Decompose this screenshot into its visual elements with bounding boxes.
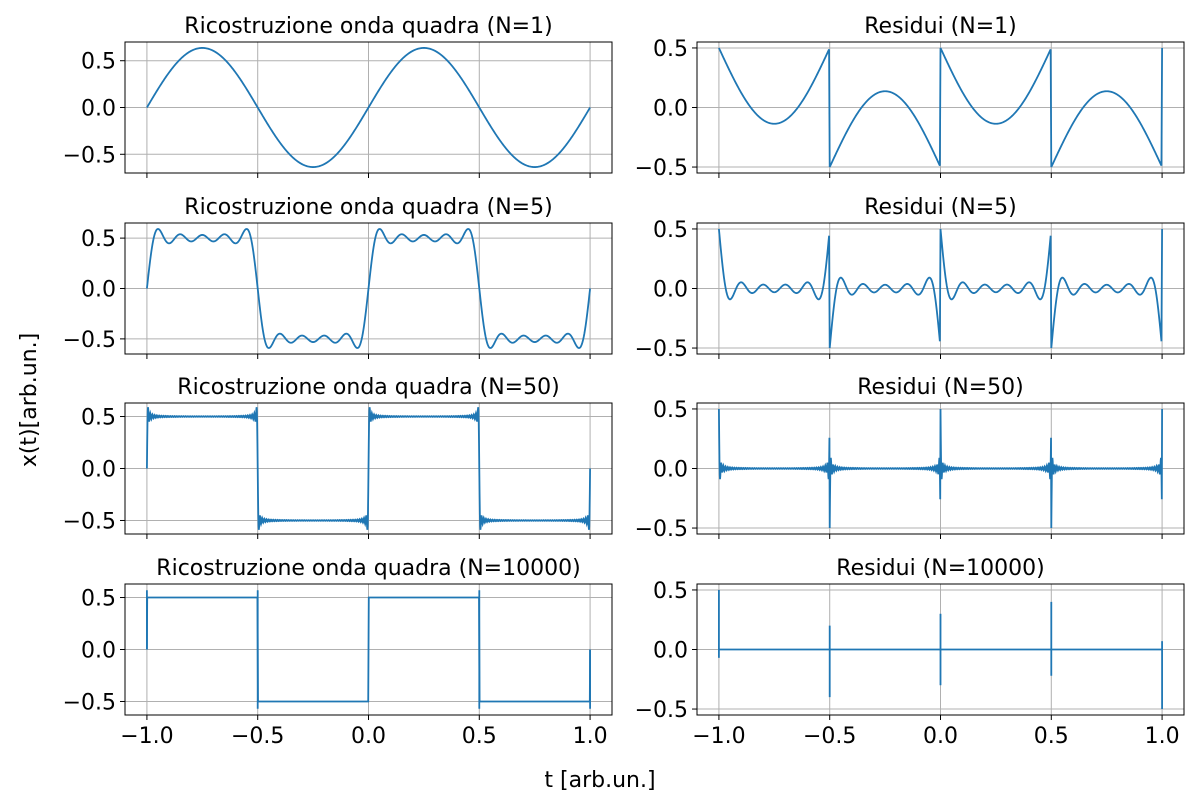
y-tick-label: −0.5 — [635, 698, 688, 723]
subplot-1: 0.5 0.0 −0.5 Ricostruzione onda quadra (N=1… — [63, 14, 613, 178]
y-tick-label: 0.5 — [81, 406, 116, 431]
y-tick-label: −0.5 — [63, 509, 116, 534]
subplot-title: Ricostruzione onda quadra (N=1) — [184, 14, 552, 39]
y-tick-label: 0.0 — [81, 639, 116, 664]
y-tick-label: 0.0 — [653, 458, 688, 483]
x-tick-label: −0.5 — [231, 724, 284, 749]
y-tick-label: 0.5 — [81, 227, 116, 252]
subplot-title: Residui (N=10000) — [836, 556, 1044, 581]
y-tick-label: −0.5 — [635, 337, 688, 362]
subplot-3: 0.5 0.0 −0.5 Ricostruzione onda quadra (N=5… — [63, 195, 613, 359]
x-tick-label: −1.0 — [692, 724, 745, 749]
y-tick-label: 0.5 — [653, 218, 688, 243]
y-tick-label: 0.0 — [81, 278, 116, 303]
subplot-title: Ricostruzione onda quadra (N=10000) — [156, 556, 580, 581]
subplot-5: 0.5 0.0 −0.5 Ricostruzione onda quadra (N=5… — [63, 375, 613, 539]
series-line — [718, 228, 1163, 349]
y-tick-label: 0.5 — [653, 37, 688, 62]
y-tick-label: −0.5 — [635, 156, 688, 181]
y-tick-label: 0.5 — [81, 587, 116, 612]
series-line — [146, 228, 591, 349]
y-tick-label: 0.5 — [653, 579, 688, 604]
subplot-grid: 0.5 0.0 −0.5 Ricostruzione onda quadra (N=1… — [63, 14, 1185, 749]
subplot-title: Ricostruzione onda quadra (N=5) — [184, 195, 552, 220]
series-line — [146, 407, 591, 530]
y-tick-label: 0.0 — [653, 639, 688, 664]
subplot-title: Residui (N=5) — [864, 195, 1016, 220]
y-tick-label: 0.5 — [81, 50, 116, 75]
subplot-6: 0.5 0.0 −0.5 Residui (N=50) — [635, 375, 1185, 542]
x-tick-label: 1.0 — [573, 724, 608, 749]
series-line — [718, 47, 1163, 168]
series-line — [146, 596, 591, 703]
x-tick-label: 1.0 — [1145, 724, 1180, 749]
y-tick-label: −0.5 — [635, 517, 688, 542]
x-tick-label: −0.5 — [803, 724, 856, 749]
series-line — [146, 47, 591, 168]
x-tick-label: 0.0 — [923, 724, 958, 749]
x-tick-label: 0.5 — [462, 724, 497, 749]
figure-x-axis-label: t [arb.un.] — [544, 768, 655, 793]
y-tick-label: 0.0 — [81, 97, 116, 122]
x-tick-label: 0.0 — [351, 724, 386, 749]
subplot-7: 0.50.0−0.5−1.0 −0.5 0.0 0.5 1.0Ricostruzione… — [63, 556, 613, 749]
y-tick-label: −0.5 — [63, 328, 116, 353]
series-line — [718, 408, 1163, 529]
y-tick-label: 0.5 — [653, 398, 688, 423]
subplot-title: Ricostruzione onda quadra (N=50) — [177, 375, 559, 400]
y-tick-label: 0.0 — [653, 97, 688, 122]
y-tick-label: 0.0 — [81, 458, 116, 483]
subplot-2: 0.5 0.0 −0.5 Residui (N=1) — [635, 14, 1185, 181]
subplot-title: Residui (N=1) — [864, 14, 1016, 39]
y-tick-label: −0.5 — [63, 690, 116, 715]
x-tick-label: 0.5 — [1034, 724, 1069, 749]
y-tick-label: 0.0 — [653, 278, 688, 303]
y-tick-label: −0.5 — [63, 143, 116, 168]
x-tick-label: −1.0 — [120, 724, 173, 749]
subplot-title: Residui (N=50) — [857, 375, 1023, 400]
subplot-4: 0.5 0.0 −0.5 Residui (N=5) — [635, 195, 1185, 362]
figure-y-axis-label: x(t)[arb.un.] — [17, 333, 42, 467]
